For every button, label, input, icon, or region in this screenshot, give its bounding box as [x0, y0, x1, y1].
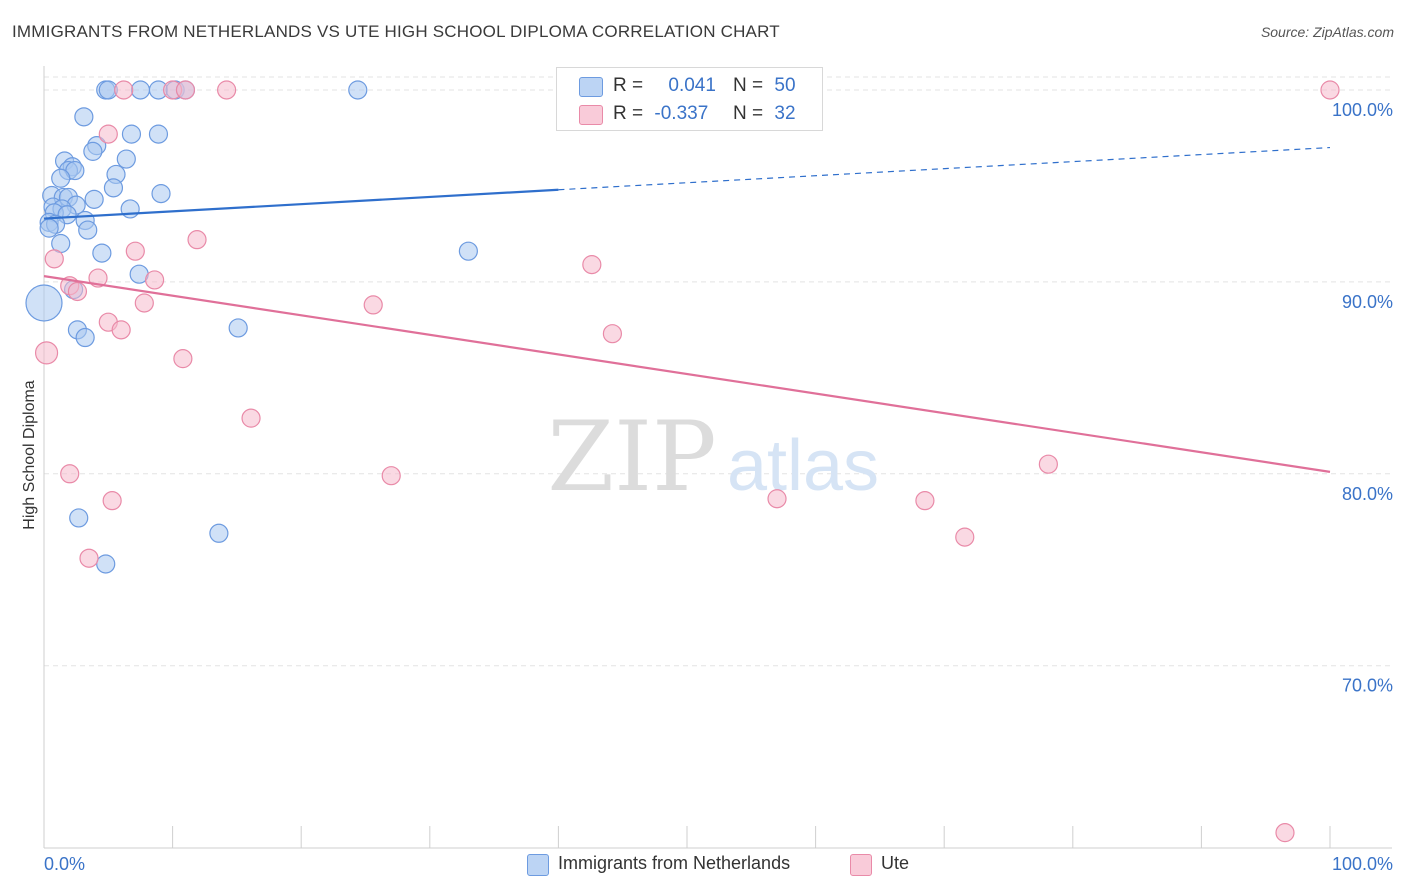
netherlands-point: [121, 124, 142, 144]
netherlands-point: [148, 124, 169, 144]
ute-point: [363, 295, 383, 315]
legend-swatch-blue: [527, 854, 549, 876]
chart-title: IMMIGRANTS FROM NETHERLANDS VS UTE HIGH …: [12, 22, 780, 41]
ute-point: [111, 320, 131, 340]
netherlands-point: [39, 218, 59, 238]
y-tick-label: 100.0%: [1332, 100, 1393, 120]
ute-point: [79, 548, 99, 568]
ute-point: [602, 324, 623, 344]
points-layer: [25, 80, 1340, 843]
ute-point: [1038, 454, 1058, 474]
netherlands-point: [209, 523, 229, 543]
y-tick-label: 80.0%: [1342, 484, 1393, 504]
grid-layer: [44, 76, 1392, 667]
legend-n-label: N =: [733, 75, 764, 96]
netherlands-point: [83, 141, 103, 161]
ute-point: [915, 491, 935, 511]
ute-trend-line: [43, 275, 1331, 473]
netherlands-point: [75, 327, 95, 348]
legend-label: Immigrants from Netherlands: [558, 853, 791, 873]
ute-point: [175, 80, 196, 100]
ute-point: [44, 249, 64, 269]
ute-point: [582, 255, 602, 275]
ute-point: [381, 466, 401, 486]
ute-point: [217, 80, 237, 100]
ute-point: [34, 341, 59, 365]
netherlands-point: [25, 284, 63, 322]
ute-point: [173, 349, 193, 369]
legend-swatch-blue: [579, 77, 603, 97]
ute-point: [1275, 823, 1295, 843]
watermark: ZIP atlas: [547, 401, 879, 513]
netherlands-point: [120, 199, 140, 219]
ute-point: [67, 281, 88, 302]
legend-r-value: -0.337: [654, 103, 709, 124]
ute-point: [144, 270, 165, 290]
netherlands-point: [96, 554, 116, 574]
trend-layer: [43, 146, 1331, 473]
ute-point: [187, 230, 207, 250]
ute-point: [1320, 80, 1340, 100]
y-axis-label: High School Diploma: [21, 380, 38, 530]
legend-swatch-pink: [850, 854, 872, 876]
legend-n-value: 50: [774, 75, 796, 96]
x-tick-label: 0.0%: [44, 854, 85, 874]
netherlands-point: [74, 107, 94, 127]
ute-point: [955, 527, 975, 547]
x-tick-label: 100.0%: [1332, 854, 1393, 874]
netherlands-point: [151, 184, 171, 204]
legend-swatch-pink: [579, 105, 603, 125]
axes-layer: [43, 66, 1392, 849]
source-label: Source: ZipAtlas.com: [1260, 24, 1394, 40]
stats-legend: R = 0.041 N = 50 R = -0.337 N = 32: [556, 67, 823, 131]
ute-point: [102, 491, 122, 511]
watermark-zip: ZIP: [547, 401, 716, 513]
netherlands-point: [103, 178, 124, 198]
netherlands-point: [84, 189, 104, 209]
netherlands-trend-extension: [558, 146, 1331, 191]
legend-r-value: 0.041: [668, 75, 716, 96]
legend-r-label: R =: [613, 75, 644, 96]
ute-point: [767, 489, 787, 509]
ute-point: [241, 408, 261, 428]
netherlands-point: [130, 80, 151, 100]
netherlands-point: [458, 241, 478, 261]
netherlands-point: [69, 508, 89, 528]
ute-point: [114, 80, 134, 100]
netherlands-point: [51, 168, 71, 188]
netherlands-point: [78, 220, 98, 240]
ute-point: [134, 293, 154, 313]
netherlands-point: [92, 243, 112, 263]
netherlands-point: [228, 318, 248, 338]
tick-label-layer: 70.0% 80.0% 90.0% 100.0% 0.0% 100.0%: [44, 100, 1393, 874]
watermark-atlas: atlas: [727, 426, 879, 506]
y-tick-label: 90.0%: [1342, 292, 1393, 312]
netherlands-trend-line: [43, 188, 559, 220]
ute-point: [98, 124, 118, 144]
netherlands-point: [116, 149, 136, 169]
ute-point: [88, 268, 108, 288]
ute-point: [125, 241, 145, 261]
legend-r-label: R =: [613, 103, 644, 124]
legend-n-label: N =: [733, 103, 764, 124]
legend-n-value: 32: [774, 103, 796, 124]
y-tick-label: 70.0%: [1342, 676, 1393, 696]
ute-point: [60, 464, 80, 484]
legend-label: Ute: [881, 853, 910, 873]
netherlands-point: [348, 80, 368, 100]
